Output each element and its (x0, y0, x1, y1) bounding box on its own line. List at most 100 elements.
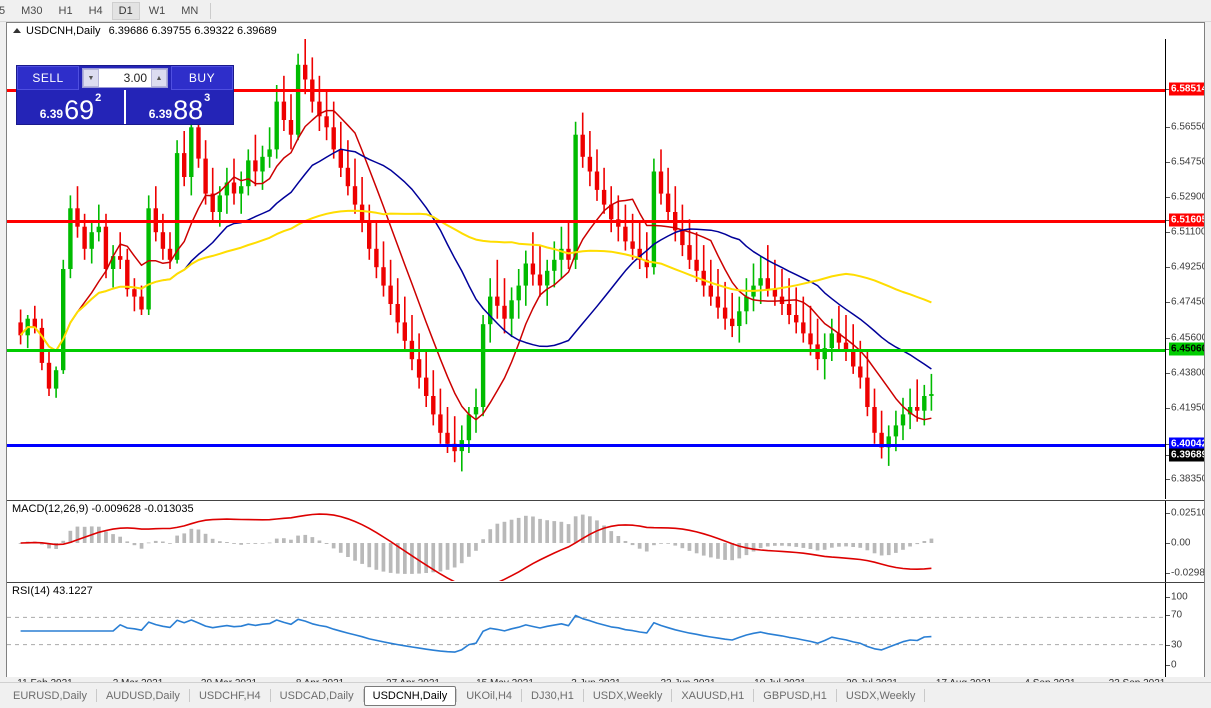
macd-pane[interactable]: MACD(12,26,9) -0.009628 -0.013035 0.0251… (7, 500, 1204, 582)
symbol-tab-usdchf-h4[interactable]: USDCHF,H4 (198, 689, 261, 702)
timeframe-d1[interactable]: D1 (111, 1, 140, 20)
buy-price-big-figure: 6.39 (148, 107, 173, 121)
price-axis-label: 6.39689 (1169, 448, 1204, 462)
macd-axis-label: 0.025108 (1171, 507, 1204, 519)
axis-tick (1166, 597, 1170, 598)
macd-axis-label: -0.029881 (1171, 567, 1204, 579)
rsi-axis: 100 70 30 0 (1165, 583, 1204, 677)
sell-button[interactable]: SELL (17, 66, 79, 90)
level-line-6.58514[interactable] (7, 89, 1165, 92)
price-axis-label: 6.51605 (1169, 213, 1204, 227)
tab-divider (521, 689, 523, 702)
macd-plot-area[interactable] (7, 501, 1165, 582)
axis-tick (1166, 408, 1170, 409)
rsi-axis-label: 100 (1171, 591, 1188, 603)
price-axis-label: 6.38350 (1171, 473, 1204, 485)
buy-price-fraction: 3 (204, 92, 211, 104)
tab-divider (582, 689, 584, 702)
axis-tick (1166, 615, 1170, 616)
volume-increase-icon[interactable]: ▲ (151, 69, 167, 87)
axis-tick (1166, 665, 1170, 666)
macd-axis: 0.025108 0.00 -0.029881 (1165, 501, 1204, 582)
symbol-tab-usdx-weekly[interactable]: USDX,Weekly (592, 689, 663, 702)
axis-tick (1166, 349, 1170, 350)
price-axis-label: 6.49250 (1171, 261, 1204, 273)
rsi-axis-label: 30 (1171, 639, 1183, 651)
axis-tick (1166, 479, 1170, 480)
timeframe-w1[interactable]: W1 (148, 4, 166, 17)
buy-price[interactable]: 6.39 88 3 (124, 90, 233, 124)
volume-decrease-icon[interactable]: ▼ (83, 69, 99, 87)
symbol-tab-ukoil-h4[interactable]: UKOil,H4 (466, 689, 513, 702)
axis-tick (1166, 267, 1170, 268)
rsi-plot-area[interactable] (7, 583, 1165, 677)
axis-tick (1166, 444, 1170, 445)
volume-stepper[interactable]: ▼ 3.00 ▲ (82, 68, 168, 88)
rsi-pane[interactable]: RSI(14) 43.1227 100 70 30 0 (7, 582, 1204, 677)
one-click-trading-panel[interactable]: SELL ▼ 3.00 ▲ BUY 6.39 69 2 6.39 88 3 (16, 65, 234, 125)
tab-divider (269, 689, 271, 702)
axis-tick (1166, 455, 1170, 456)
tab-divider (924, 689, 926, 702)
symbol-tab-usdcnh-daily[interactable]: USDCNH,Daily (363, 685, 457, 706)
sell-price-fraction: 2 (95, 92, 102, 104)
price-axis-label: 6.52900 (1171, 191, 1204, 203)
timeframe-m30[interactable]: M30 (21, 4, 43, 17)
axis-tick (1166, 373, 1170, 374)
timeframe-h1[interactable]: H1 (58, 4, 73, 17)
timeframe-h4[interactable]: H4 (88, 4, 103, 17)
axis-tick (1166, 338, 1170, 339)
symbol-tab-gbpusd-h1[interactable]: GBPUSD,H1 (763, 689, 827, 702)
symbol-tab-audusd-daily[interactable]: AUDUSD,Daily (105, 689, 180, 702)
symbol-tab-dj30-h1[interactable]: DJ30,H1 (531, 689, 574, 702)
sell-price[interactable]: 6.39 69 2 (17, 90, 124, 124)
price-axis-label: 6.45060 (1169, 342, 1204, 356)
symbol-tab-bar[interactable]: EURUSD,Daily AUDUSD,Daily USDCHF,H4 USDCAD,… (0, 682, 1211, 708)
chart-title-bar: USDCNH,Daily 6.39686 6.39755 6.39322 6.39… (7, 23, 1204, 37)
symbol-tab-eurusd-daily[interactable]: EURUSD,Daily (13, 689, 87, 702)
timeframe-toolbar: 5 M30 H1 H4 D1 W1 MN (0, 0, 1211, 22)
tab-divider (753, 689, 755, 702)
level-line-6.45060[interactable] (7, 349, 1165, 352)
tab-divider (456, 689, 458, 702)
price-axis-label: 6.41950 (1171, 402, 1204, 414)
axis-tick (1166, 645, 1170, 646)
price-pane[interactable]: 6.58514 6.56550 6.54750 6.52900 6.51605 6.511… (7, 39, 1204, 499)
price-axis-label: 6.45600 (1171, 332, 1204, 344)
price-axis[interactable]: 6.58514 6.56550 6.54750 6.52900 6.51605 6.511… (1165, 39, 1204, 499)
chart-symbol-period: USDCNH,Daily (26, 25, 101, 37)
chart-window: USDCNH,Daily 6.39686 6.39755 6.39322 6.39… (6, 22, 1205, 689)
price-axis-label: 6.56550 (1171, 121, 1204, 133)
level-line-6.51605[interactable] (7, 220, 1165, 223)
axis-tick (1166, 543, 1170, 544)
candlestick-canvas (18, 39, 934, 472)
tab-divider (671, 689, 673, 702)
collapse-triangle-icon[interactable] (13, 28, 21, 33)
rsi-label: RSI(14) 43.1227 (12, 585, 93, 597)
symbol-tab-xauusd-h1[interactable]: XAUUSD,H1 (681, 689, 745, 702)
axis-tick (1166, 513, 1170, 514)
price-axis-label: 6.43800 (1171, 367, 1204, 379)
toolbar-divider (210, 2, 212, 19)
tab-divider (188, 689, 190, 702)
macd-label: MACD(12,26,9) -0.009628 -0.013035 (12, 503, 194, 515)
axis-tick (1166, 197, 1170, 198)
price-plot-area[interactable] (7, 39, 1165, 499)
buy-price-pips: 88 (173, 95, 204, 125)
buy-button[interactable]: BUY (171, 66, 233, 90)
symbol-tab-usdx-weekly[interactable]: USDX,Weekly (845, 689, 916, 702)
timeframe-5[interactable]: 5 (0, 4, 6, 17)
rsi-canvas (7, 614, 1165, 653)
axis-tick (1166, 232, 1170, 233)
axis-tick (1166, 127, 1170, 128)
volume-input[interactable]: 3.00 (99, 69, 151, 87)
price-axis-label: 6.47450 (1171, 296, 1204, 308)
rsi-axis-label: 70 (1171, 609, 1183, 621)
price-axis-label: 6.54750 (1171, 156, 1204, 168)
price-axis-label: 6.40042 (1169, 437, 1204, 451)
symbol-tab-usdcad-daily[interactable]: USDCAD,Daily (279, 689, 354, 702)
price-axis-label: 6.51100 (1171, 226, 1204, 238)
timeframe-mn[interactable]: MN (181, 4, 199, 17)
price-axis-label: 6.58514 (1169, 82, 1204, 96)
level-line-6.40042[interactable] (7, 444, 1165, 447)
